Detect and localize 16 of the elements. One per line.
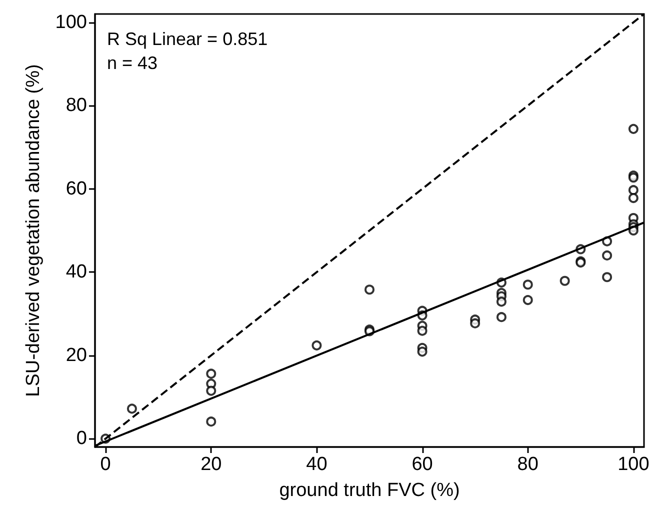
y-tick-label: 0 [76, 428, 87, 450]
x-tick-label: 100 [618, 454, 650, 475]
x-tick-label: 0 [100, 454, 111, 475]
annotation: R Sq Linear = 0.851 [107, 29, 268, 49]
x-tick-label: 80 [517, 454, 538, 475]
y-tick-label: 40 [66, 262, 87, 283]
x-tick-label: 20 [200, 454, 222, 475]
y-tick-label: 100 [55, 12, 87, 33]
y-tick-label: 20 [66, 344, 87, 366]
x-tick-label: 40 [306, 454, 328, 475]
y-tick-label: 80 [66, 95, 87, 116]
x-axis-title: ground truth FVC (%) [279, 480, 460, 501]
y-axis-title: LSU-derived vegetation abundance (%) [23, 64, 44, 397]
y-tick-label: 60 [66, 178, 87, 200]
x-tick-label: 60 [412, 454, 433, 475]
annotation: n = 43 [107, 53, 158, 73]
